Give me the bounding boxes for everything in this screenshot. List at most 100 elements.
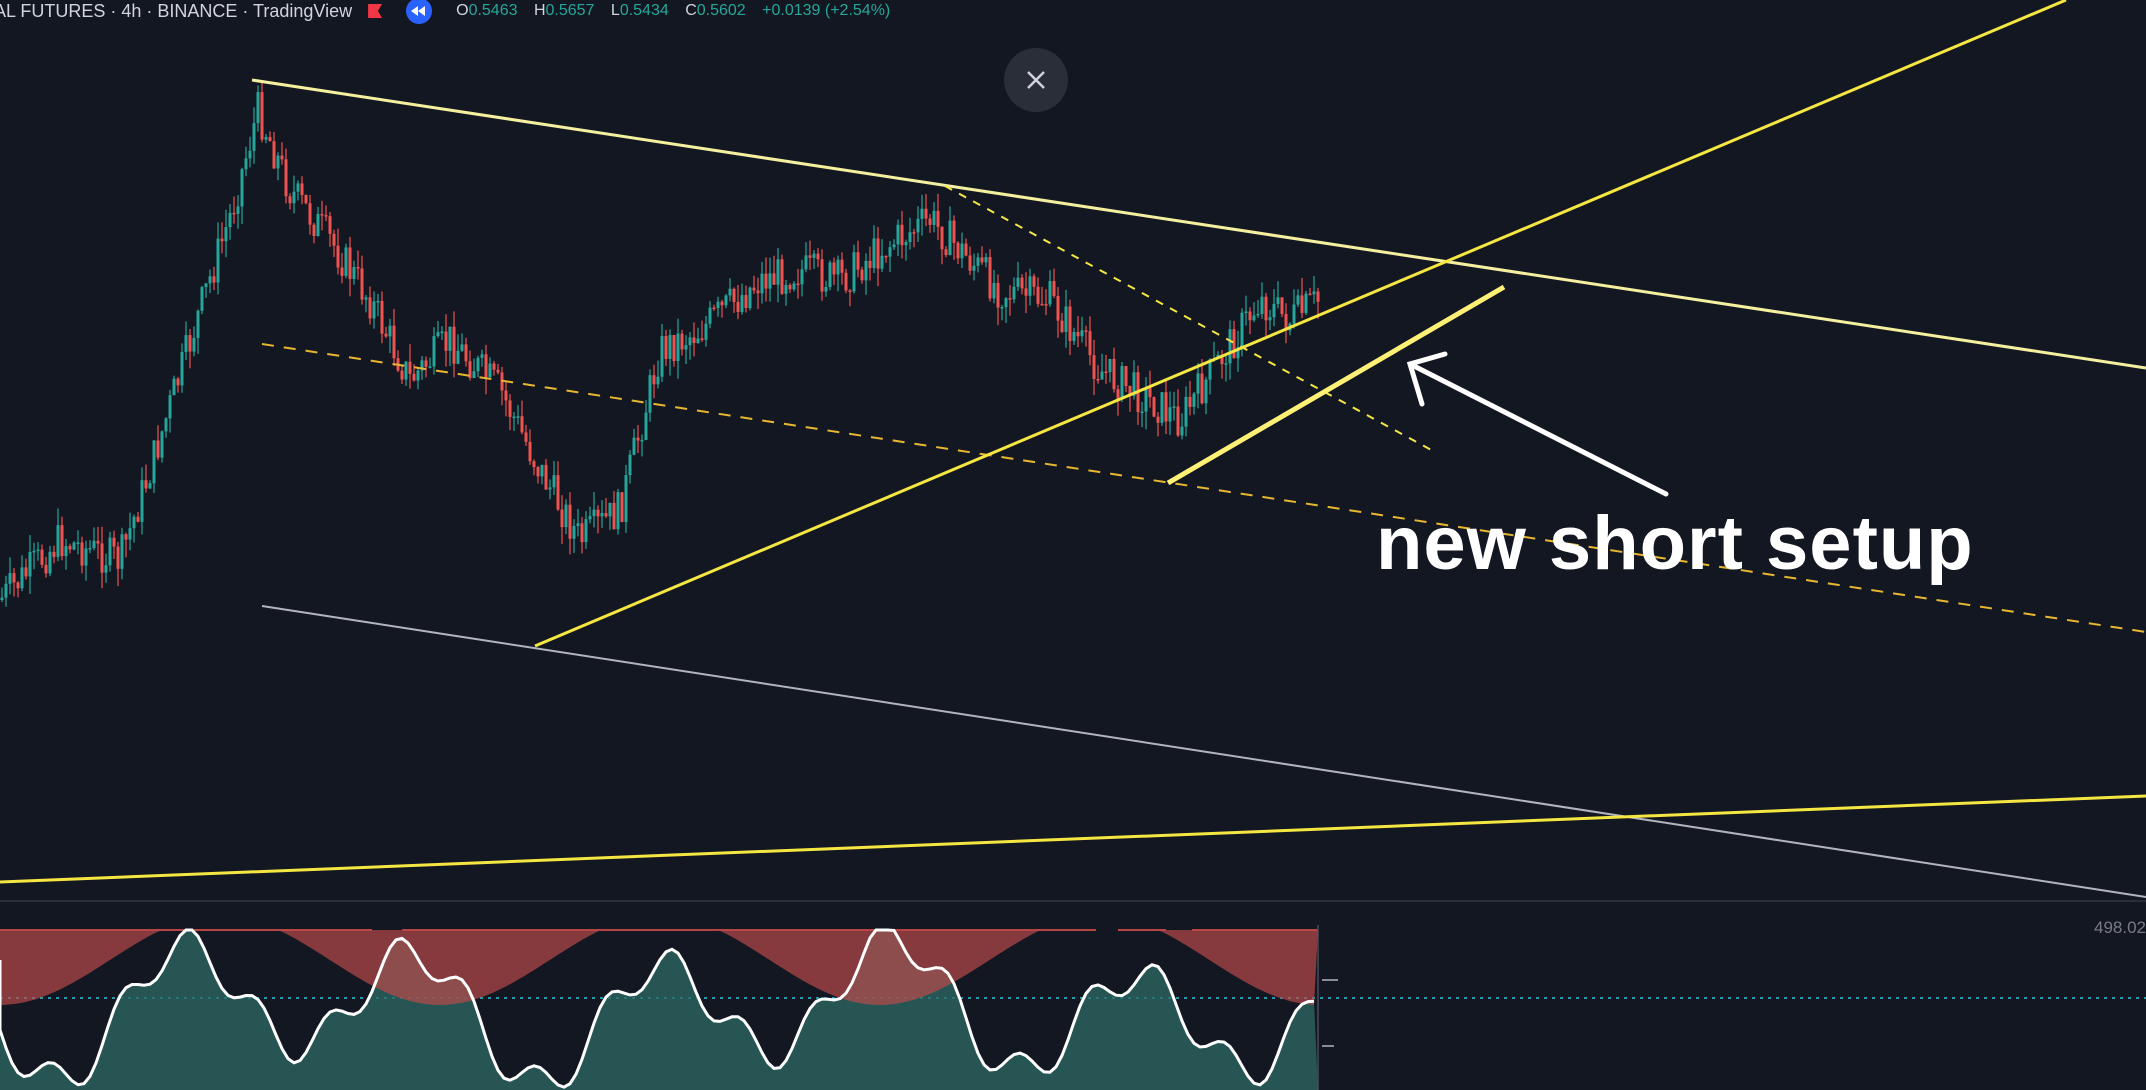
candle-body bbox=[276, 155, 280, 169]
candle-body bbox=[752, 287, 756, 291]
candle-body bbox=[1224, 363, 1228, 365]
high-label: H bbox=[533, 2, 546, 19]
candle-body bbox=[1064, 306, 1068, 332]
candle-body bbox=[492, 363, 496, 370]
long-support-line[interactable] bbox=[0, 794, 2146, 884]
candle-body bbox=[268, 137, 272, 142]
candle-body bbox=[972, 265, 976, 271]
candle-body bbox=[676, 333, 680, 361]
candle-body bbox=[628, 454, 632, 476]
candle-body bbox=[1088, 331, 1092, 356]
candle-body bbox=[1248, 311, 1252, 321]
candle-body bbox=[400, 370, 404, 380]
candle-body bbox=[764, 273, 768, 289]
candle-body bbox=[588, 516, 592, 520]
candle-body bbox=[228, 212, 232, 228]
candle-body bbox=[1272, 303, 1276, 318]
candle-body bbox=[1284, 313, 1288, 331]
candle-body bbox=[108, 537, 112, 566]
candle-body bbox=[460, 344, 464, 351]
lower-channel-line[interactable] bbox=[261, 605, 2146, 898]
candle-body bbox=[1140, 411, 1144, 414]
candle-body bbox=[744, 295, 748, 309]
short-dashed-line[interactable] bbox=[944, 185, 1436, 453]
candle-body bbox=[1192, 393, 1196, 407]
candle-body bbox=[508, 400, 512, 417]
candle-body bbox=[336, 245, 340, 268]
candle-body bbox=[832, 262, 836, 275]
candle-body bbox=[1176, 406, 1180, 436]
candle-body bbox=[724, 295, 728, 306]
candle-body bbox=[256, 92, 260, 124]
candle-body bbox=[980, 257, 984, 263]
open-value: 0.5463 bbox=[468, 2, 518, 19]
replay-icon[interactable] bbox=[406, 0, 433, 24]
flag-icon[interactable] bbox=[368, 4, 383, 18]
candle-body bbox=[384, 333, 388, 337]
candle-body bbox=[828, 262, 832, 288]
candle-body bbox=[484, 354, 488, 378]
annotation-text[interactable]: new short setup bbox=[1376, 501, 1974, 586]
candle-body bbox=[468, 361, 472, 378]
candle-body bbox=[1068, 306, 1072, 341]
candle-body bbox=[180, 351, 184, 386]
candle-body bbox=[824, 287, 828, 292]
candle-body bbox=[316, 213, 320, 237]
candle-body bbox=[1100, 371, 1104, 380]
candle-body bbox=[1172, 406, 1176, 408]
candle-body bbox=[1144, 387, 1148, 412]
candle-body bbox=[952, 220, 956, 243]
candle-body bbox=[200, 287, 204, 311]
candle-body bbox=[376, 300, 380, 303]
candle-body bbox=[504, 390, 508, 401]
candle-body bbox=[488, 363, 492, 378]
candle-body bbox=[208, 276, 212, 284]
candle-body bbox=[240, 169, 244, 207]
candle-body bbox=[964, 243, 968, 256]
candle-body bbox=[908, 232, 912, 243]
candle-body bbox=[16, 582, 20, 589]
candle-body bbox=[32, 550, 36, 553]
candle-body bbox=[812, 253, 816, 258]
candle-body bbox=[1012, 286, 1016, 300]
candle-body bbox=[1204, 379, 1208, 404]
candle-body bbox=[848, 290, 852, 292]
symbol-title[interactable]: AL FUTURES · 4h · BINANCE · TradingView bbox=[0, 0, 353, 21]
candle-body bbox=[164, 418, 168, 432]
candle-body bbox=[860, 269, 864, 281]
candle-body bbox=[840, 259, 844, 273]
candle-body bbox=[900, 224, 904, 246]
mid-dashed-line[interactable] bbox=[261, 343, 2146, 633]
short-rising-line[interactable] bbox=[1166, 284, 1506, 486]
candle-body bbox=[436, 332, 440, 337]
candle-body bbox=[712, 307, 716, 310]
candle-body bbox=[1252, 315, 1256, 321]
candle-body bbox=[284, 159, 288, 197]
candle-body bbox=[520, 416, 524, 433]
candle-body bbox=[1168, 407, 1172, 422]
candle-body bbox=[424, 360, 428, 367]
candle-body bbox=[64, 546, 68, 557]
arrow-icon[interactable] bbox=[1406, 351, 1669, 497]
candle-body bbox=[20, 567, 24, 589]
candle-body bbox=[1220, 354, 1224, 365]
candle-body bbox=[1280, 297, 1284, 314]
candle-body bbox=[1228, 329, 1232, 364]
rising-trendline[interactable] bbox=[534, 0, 2067, 648]
candle-body bbox=[896, 224, 900, 245]
candle-body bbox=[1232, 329, 1236, 359]
candle-body bbox=[1316, 291, 1320, 302]
candle-body bbox=[252, 123, 256, 151]
close-button[interactable] bbox=[1004, 48, 1068, 112]
candle-body bbox=[776, 259, 780, 285]
candle-body bbox=[1200, 373, 1204, 404]
candle-body bbox=[1152, 397, 1156, 417]
candle-body bbox=[612, 502, 616, 530]
upper-resistance-line[interactable] bbox=[251, 78, 2146, 370]
candle-body bbox=[760, 273, 764, 294]
candle-body bbox=[596, 509, 600, 517]
candle-body bbox=[1092, 355, 1096, 380]
candle-body bbox=[360, 268, 364, 300]
candle-body bbox=[8, 573, 12, 584]
